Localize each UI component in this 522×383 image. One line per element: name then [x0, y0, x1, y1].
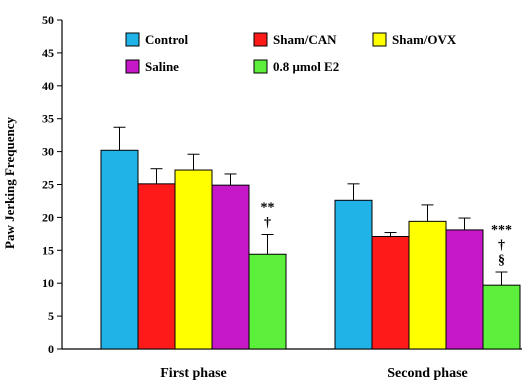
- bar: [137, 183, 176, 350]
- x-tick-label: First phase: [160, 366, 227, 381]
- legend-swatch: [253, 32, 268, 47]
- y-tick-label: 20: [42, 210, 54, 224]
- significance-mark: §: [498, 253, 505, 268]
- significance-mark: †: [498, 238, 505, 253]
- legend-label: Sham/CAN: [273, 32, 337, 47]
- bar: [408, 220, 447, 350]
- y-tick-label: 50: [42, 13, 54, 27]
- bar: [100, 149, 139, 350]
- bar: [445, 229, 484, 350]
- legend-label: Control: [145, 32, 188, 47]
- y-tick-label: 25: [42, 178, 54, 192]
- legend-swatch: [253, 59, 268, 74]
- legend: Control Sham/CAN Sham/OVX Saline 0.8 μmol E2: [125, 32, 457, 74]
- bar: [211, 184, 250, 350]
- significance-mark: ***: [491, 223, 512, 238]
- legend-swatch: [372, 32, 387, 47]
- y-tick-label: 15: [42, 243, 54, 257]
- y-tick-label: 0: [48, 342, 54, 356]
- y-tick-label: 10: [42, 276, 54, 290]
- y-tick-label: 30: [42, 145, 54, 159]
- bar: [174, 169, 213, 350]
- legend-label: Saline: [145, 59, 179, 74]
- legend-label: 0.8 μmol E2: [273, 59, 339, 74]
- bar: [334, 199, 373, 350]
- bar: [482, 284, 521, 350]
- bars: [100, 149, 521, 350]
- error-bars: [113, 126, 508, 286]
- y-tick-label: 45: [42, 46, 54, 60]
- significance-mark: †: [264, 216, 271, 231]
- y-tick-label: 35: [42, 112, 54, 126]
- axes: 0 5 10 15 20 25 30 35 40 45 50 First phase Second ph…: [42, 13, 522, 381]
- bar: [371, 235, 410, 350]
- y-tick-label: 5: [48, 309, 54, 323]
- legend-swatch: [125, 32, 140, 47]
- legend-label: Sham/OVX: [392, 32, 457, 47]
- legend-swatch: [125, 59, 140, 74]
- significance-annotations: **†***†§: [261, 201, 513, 269]
- bar: [248, 253, 287, 350]
- x-tick-label: Second phase: [387, 366, 468, 381]
- y-tick-label: 40: [42, 79, 54, 93]
- significance-mark: **: [261, 201, 275, 216]
- y-axis-title: Paw Jerking Frequency: [2, 117, 17, 249]
